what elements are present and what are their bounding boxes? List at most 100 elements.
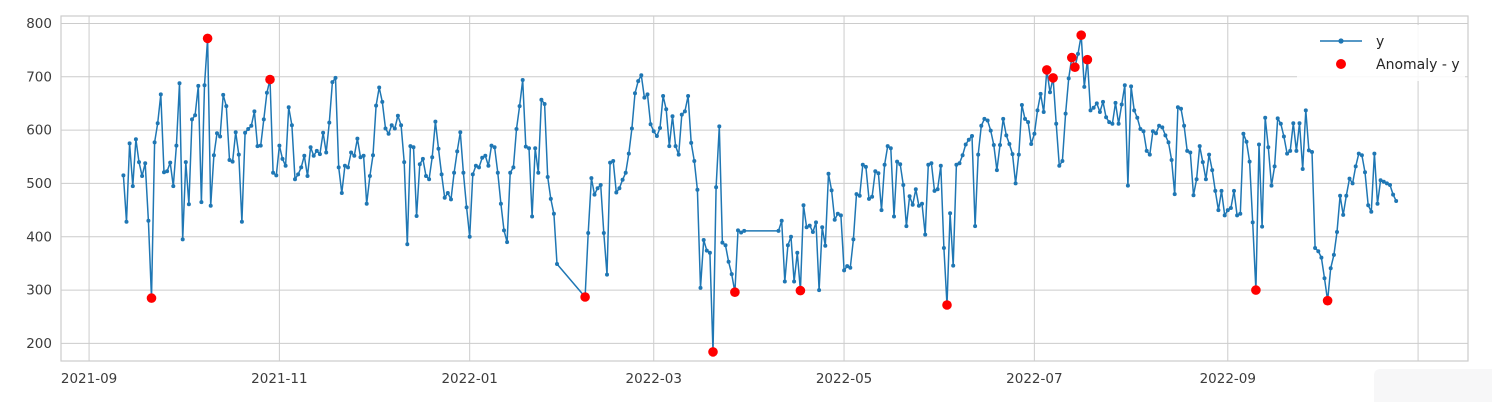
- data-point-marker: [230, 159, 235, 164]
- data-point-marker: [941, 246, 946, 250]
- data-point-marker: [867, 196, 871, 201]
- data-point-marker: [1341, 212, 1346, 217]
- data-point-marker: [779, 218, 784, 223]
- data-point-marker: [1001, 116, 1006, 121]
- anomaly-point: [1251, 285, 1261, 295]
- data-point-marker: [1363, 170, 1367, 175]
- anomaly-point: [146, 293, 157, 303]
- data-point-marker: [801, 203, 806, 208]
- data-point-marker: [1225, 208, 1230, 213]
- data-point-marker: [926, 162, 931, 167]
- data-point-marker: [293, 177, 297, 182]
- data-point-marker: [960, 153, 965, 158]
- data-point-marker: [311, 153, 316, 158]
- data-point-marker: [124, 219, 129, 224]
- data-point-marker: [333, 75, 338, 80]
- data-point-marker: [1066, 76, 1071, 81]
- x-tick-label: 2021-09: [61, 371, 117, 387]
- data-point-marker: [605, 272, 609, 277]
- data-point-marker: [670, 114, 675, 119]
- data-point-marker: [1035, 108, 1040, 113]
- data-point-marker: [271, 170, 276, 175]
- data-point-marker: [155, 121, 160, 126]
- data-point-marker: [988, 128, 993, 133]
- data-point-marker: [374, 103, 379, 108]
- data-point-marker: [623, 170, 628, 175]
- data-point-marker: [517, 104, 522, 109]
- data-point-marker: [923, 232, 928, 237]
- data-point-marker: [1219, 188, 1224, 193]
- data-point-marker: [1241, 131, 1246, 136]
- data-point-marker: [1269, 183, 1274, 188]
- data-point-marker: [645, 92, 650, 97]
- data-point-marker: [1366, 203, 1371, 208]
- data-point-marker: [190, 117, 194, 122]
- data-point-marker: [720, 240, 725, 245]
- data-point-marker: [991, 143, 996, 147]
- data-point-marker: [658, 126, 662, 130]
- data-point-marker: [695, 187, 700, 192]
- data-point-marker: [898, 162, 903, 167]
- data-point-marker: [133, 137, 138, 142]
- data-point-marker: [870, 194, 875, 199]
- data-point-marker: [895, 159, 900, 164]
- data-point-marker: [832, 217, 837, 222]
- data-point-marker: [1281, 134, 1286, 139]
- data-point-marker: [127, 141, 132, 146]
- data-point-marker: [218, 134, 223, 139]
- data-point-marker: [545, 175, 550, 179]
- data-point-marker: [1026, 120, 1031, 125]
- y-tick-label: 700: [26, 69, 52, 85]
- data-point-marker: [1154, 131, 1158, 136]
- data-point-marker: [420, 156, 425, 161]
- data-point-marker: [239, 219, 244, 224]
- data-point-marker: [904, 224, 909, 229]
- data-point-marker: [183, 160, 188, 165]
- data-point-marker: [358, 155, 363, 160]
- data-point-marker: [1057, 163, 1062, 168]
- data-point-marker: [502, 228, 506, 233]
- data-point-marker: [1144, 148, 1149, 153]
- data-point-marker: [1232, 188, 1236, 193]
- data-point-marker: [679, 112, 684, 117]
- data-point-marker: [692, 159, 697, 163]
- data-point-marker: [551, 211, 556, 216]
- data-point-marker: [1216, 208, 1221, 213]
- data-point-marker: [838, 213, 843, 218]
- data-point-marker: [158, 92, 163, 97]
- data-point-marker: [1054, 121, 1059, 126]
- data-point-marker: [177, 81, 182, 86]
- data-point-marker: [829, 188, 834, 193]
- data-point-marker: [395, 113, 400, 118]
- data-point-marker: [601, 231, 606, 235]
- data-point-marker: [264, 90, 269, 95]
- data-point-marker: [804, 225, 809, 230]
- data-point-marker: [726, 259, 731, 264]
- data-point-marker: [704, 248, 709, 253]
- data-point-marker: [1288, 148, 1293, 153]
- anomaly-point: [1048, 73, 1058, 83]
- data-point-marker: [1019, 103, 1024, 107]
- data-point-marker: [140, 174, 145, 178]
- y-tick-label: 600: [26, 123, 52, 139]
- x-tick-label: 2022-09: [1200, 371, 1256, 387]
- data-point-marker: [994, 168, 999, 173]
- data-point-marker: [477, 165, 481, 170]
- data-point-marker: [1353, 164, 1358, 169]
- data-point-marker: [1150, 129, 1155, 134]
- data-point-marker: [608, 160, 613, 165]
- data-point-marker: [505, 240, 510, 245]
- data-point-marker: [467, 234, 472, 239]
- data-point-marker: [1082, 84, 1087, 89]
- data-point-marker: [817, 288, 822, 293]
- data-point-marker: [536, 170, 541, 175]
- data-point-marker: [1041, 110, 1046, 114]
- data-point-marker: [523, 144, 528, 149]
- data-point-marker: [629, 126, 634, 131]
- data-point-marker: [424, 174, 428, 178]
- data-point-marker: [1048, 90, 1052, 95]
- data-point-marker: [530, 214, 535, 219]
- data-point-marker: [686, 94, 691, 98]
- data-point-marker: [258, 143, 263, 148]
